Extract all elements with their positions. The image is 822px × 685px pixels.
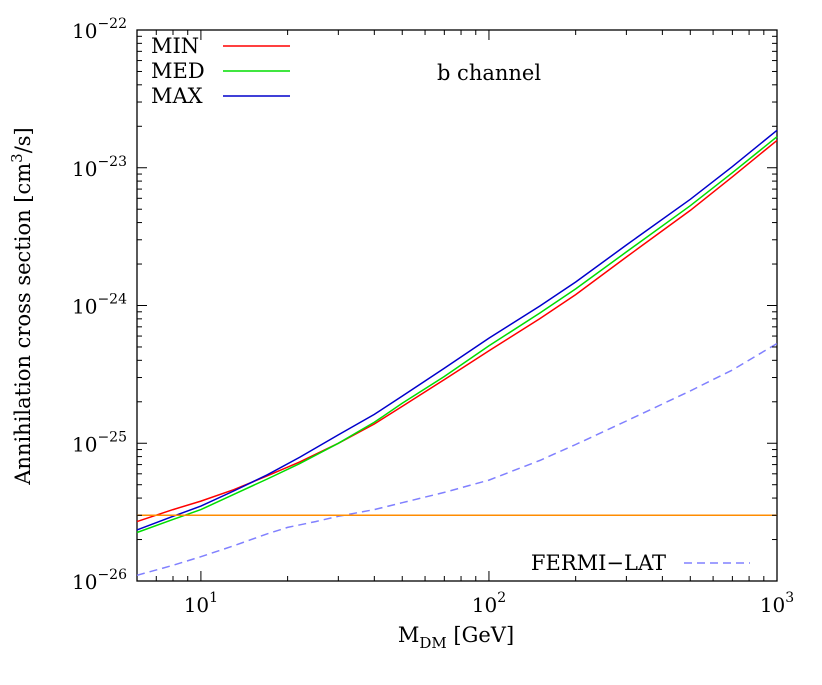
x-tick-label-base: 10 bbox=[760, 593, 785, 617]
legend-label-fermi-lat: FERMI−LAT bbox=[531, 551, 666, 575]
y-tick-label-base: 10 bbox=[72, 295, 97, 319]
series-lines bbox=[136, 129, 778, 577]
legend-label-min: MIN bbox=[151, 34, 199, 58]
x-axis-title: MDM [GeV] bbox=[398, 623, 514, 652]
y-tick-label: 10−24 bbox=[72, 292, 127, 319]
y-tick-label-exp: −22 bbox=[97, 16, 127, 32]
y-tick-label: 10−25 bbox=[72, 429, 127, 456]
series-line-max bbox=[136, 129, 778, 531]
x-axis-title-spacer bbox=[447, 623, 454, 647]
y-axis-title: Annihilation cross section [cm3/s] bbox=[8, 127, 35, 486]
series-line-min bbox=[136, 139, 778, 523]
legend-bottom: FERMI−LAT bbox=[531, 551, 750, 575]
x-tick-label: 101 bbox=[184, 590, 218, 617]
y-tick-label-base: 10 bbox=[72, 570, 97, 594]
legend-label-med: MED bbox=[151, 59, 205, 83]
x-axis-title-main: M bbox=[398, 623, 420, 647]
y-axis-title-sup: 3 bbox=[8, 153, 26, 163]
x-axis-title-sub: DM bbox=[419, 634, 446, 652]
y-axis-title-post: /s] bbox=[11, 127, 35, 153]
y-tick-label-base: 10 bbox=[72, 432, 97, 456]
y-tick-label: 10−26 bbox=[72, 567, 127, 594]
y-tick-label-exp: −24 bbox=[97, 292, 127, 308]
plot-frame-group bbox=[136, 29, 778, 582]
series-line-med bbox=[136, 136, 778, 534]
x-ticks: 101 102 103 bbox=[136, 30, 794, 617]
y-tick-label-base: 10 bbox=[72, 19, 97, 43]
plot-frame bbox=[136, 29, 778, 582]
x-tick-label: 103 bbox=[760, 590, 794, 617]
x-tick-label-exp: 2 bbox=[497, 590, 506, 606]
y-tick-label-exp: −26 bbox=[97, 567, 127, 583]
x-tick-label-exp: 3 bbox=[785, 590, 794, 606]
y-axis-title-pre: Annihilation cross section [cm bbox=[11, 163, 35, 486]
x-tick-label-exp: 1 bbox=[209, 590, 218, 606]
y-tick-label-exp: −23 bbox=[97, 154, 127, 170]
y-tick-label-base: 10 bbox=[72, 157, 97, 181]
x-tick-label-base: 10 bbox=[184, 593, 209, 617]
x-axis-title-unit: [GeV] bbox=[453, 623, 514, 647]
annotation-b-channel: b channel bbox=[437, 61, 541, 85]
legend-label-max: MAX bbox=[151, 84, 203, 108]
y-tick-label: 10−22 bbox=[72, 16, 127, 43]
x-tick-label: 102 bbox=[472, 590, 506, 617]
y-tick-label: 10−23 bbox=[72, 154, 127, 181]
y-tick-label-exp: −25 bbox=[97, 429, 127, 445]
series-line-fermi-lat bbox=[136, 342, 778, 577]
x-tick-label-base: 10 bbox=[472, 593, 497, 617]
